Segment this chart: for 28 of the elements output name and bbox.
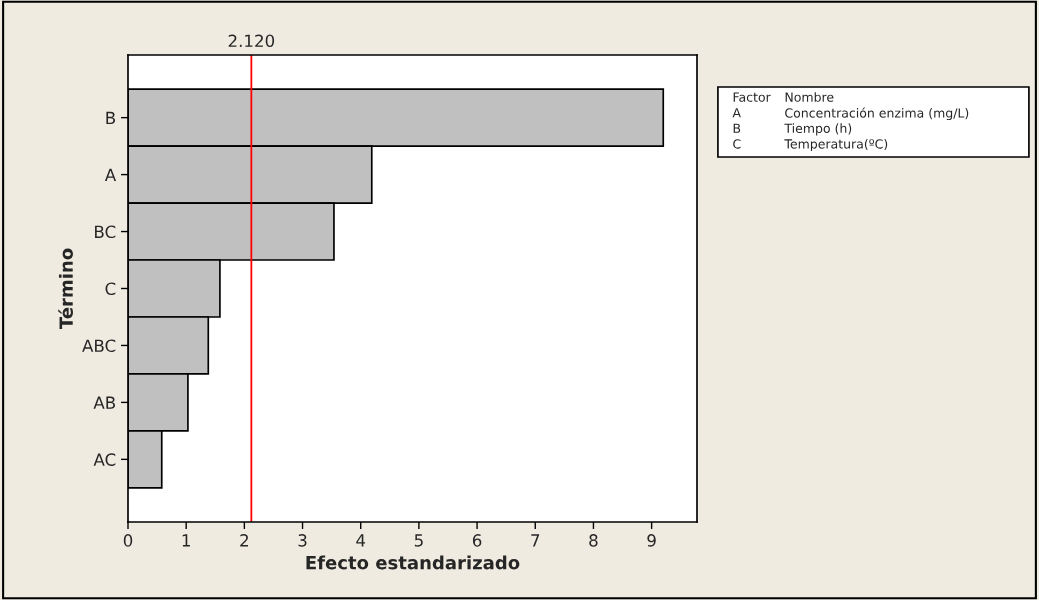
text: Concentración enzima (mg/L)	[785, 107, 969, 121]
text: Factor	[733, 92, 771, 102]
y-tick-label: A	[104, 168, 117, 181]
y-tick-label: AB	[93, 396, 116, 409]
x-tick-label: 9	[647, 534, 656, 547]
text: B	[733, 123, 741, 133]
x-tick-label: 4	[356, 534, 366, 547]
y-tick-label: B	[106, 111, 116, 124]
y-axis-title: Término	[58, 248, 73, 330]
y-tick-label: ABC	[82, 339, 116, 353]
y-tick-label: AC	[93, 453, 116, 466]
x-tick-label: 1	[182, 534, 190, 547]
x-tick-label: 7	[531, 534, 540, 547]
ref-line-label: 2.120	[228, 34, 275, 48]
x-axis-title: Efecto estandarizado	[306, 555, 520, 570]
text: C	[733, 139, 741, 149]
y-tick-label: BC	[95, 225, 116, 239]
text: A	[732, 108, 741, 118]
x-tick-label: 8	[589, 534, 598, 547]
x-tick-label: 3	[298, 534, 307, 547]
text: Nombre	[785, 92, 834, 102]
x-tick-label: 5	[414, 534, 423, 547]
x-tick-label: 0	[123, 534, 133, 547]
x-tick-label: 6	[472, 534, 482, 547]
text: Temperatura(ºC)	[784, 138, 888, 152]
text: Tiempo (h)	[784, 123, 852, 136]
y-tick-label: C	[105, 282, 116, 296]
x-tick-label: 2	[240, 534, 248, 547]
